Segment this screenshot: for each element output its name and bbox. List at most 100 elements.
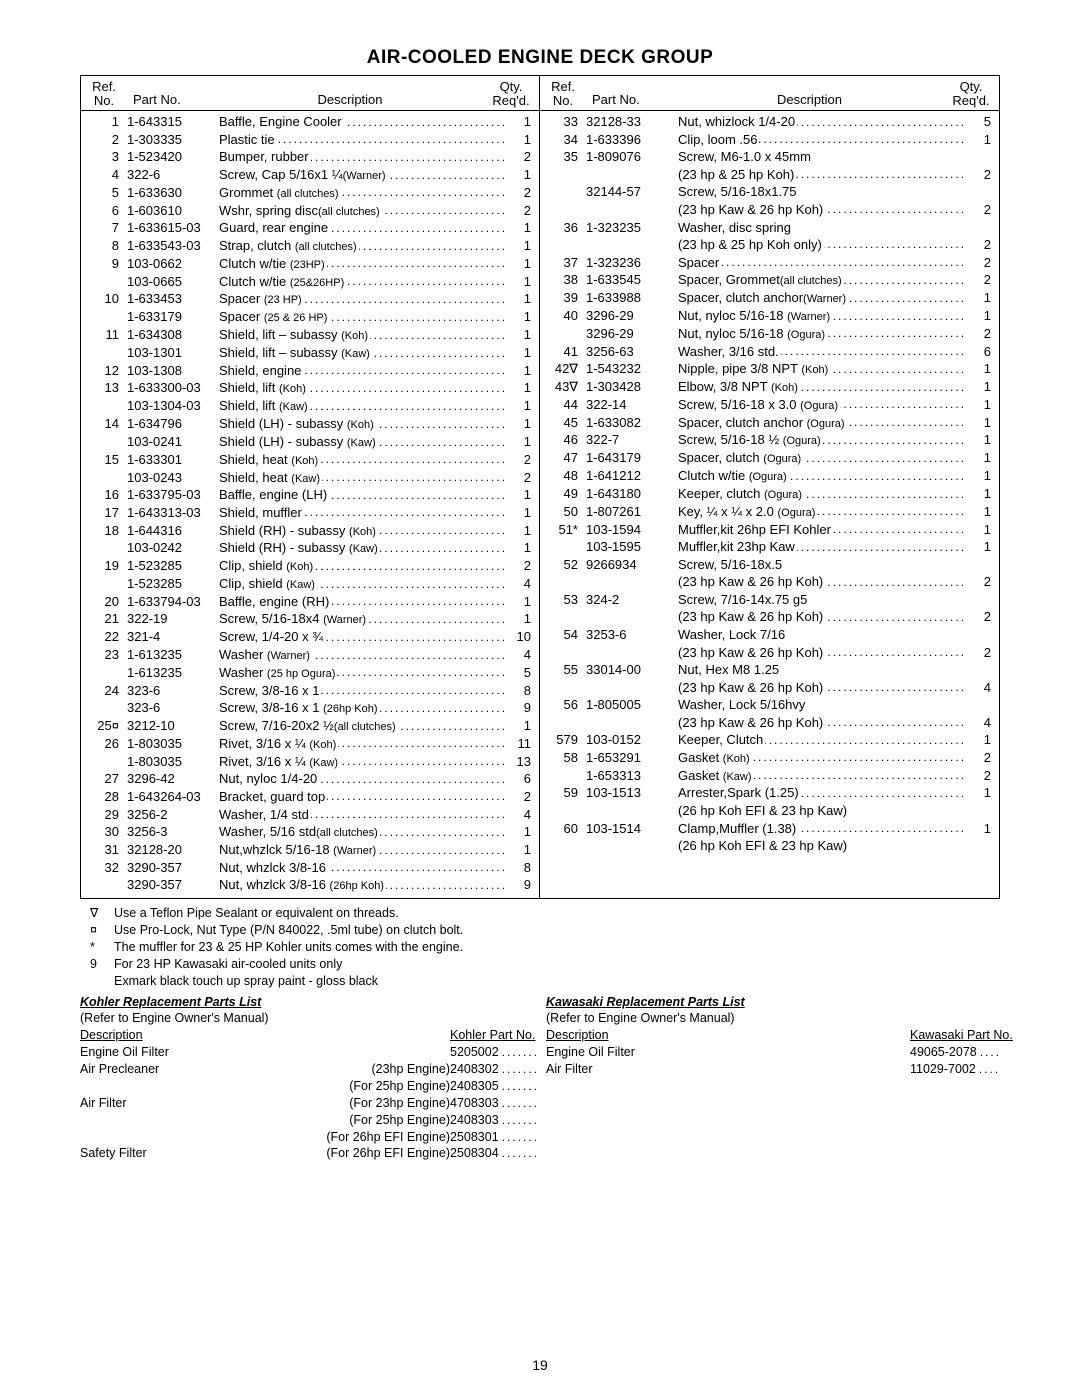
qty: 1	[507, 433, 537, 451]
description: Screw, 7/16-14x.75 g5	[678, 591, 967, 609]
table-row: 31-523420Bumper, rubber2	[83, 148, 537, 166]
description: Rivet, 3/16 x ¼ (Kaw)	[219, 753, 507, 771]
part-no: 9266934	[584, 556, 678, 574]
table-row: 381-633545Spacer, Grommet(all clutches)2	[542, 271, 997, 289]
table-row: 261-803035Rivet, 3/16 x ¼ (Koh)11	[83, 735, 537, 753]
table-row: 581-653291Gasket (Koh)2	[542, 749, 997, 767]
part-no: 1-523420	[125, 148, 219, 166]
table-row: 501-807261Key, ¼ x ¼ x 2.0 (Ogura)1	[542, 503, 997, 521]
description: Spacer	[678, 254, 967, 272]
description: Shield, lift (Koh)	[219, 379, 507, 397]
qty: 1	[507, 326, 537, 344]
description: Screw, 3/8-16 x 1	[219, 682, 507, 700]
description: Keeper, clutch (Ogura)	[678, 485, 967, 503]
part-no: 1-303428	[584, 378, 678, 396]
qty: 1	[967, 360, 997, 378]
repl-partno: 2408302	[450, 1061, 540, 1078]
description: Shield, heat (Koh)	[219, 451, 507, 469]
ref-no: 31	[83, 841, 125, 859]
qty: 1	[507, 504, 537, 522]
repl-desc	[80, 1129, 230, 1146]
ref-no: 1	[83, 113, 125, 131]
footnote-text: For 23 HP Kawasaki air-cooled units only	[114, 956, 342, 973]
description: Spacer, clutch anchor(Warner)	[678, 289, 967, 307]
table-row: 181-644316Shield (RH) - subassy (Koh)1	[83, 522, 537, 540]
table-row: 25¤3212-10Screw, 7/16-20x2 ½(all clutche…	[83, 717, 537, 735]
description: Baffle, engine (RH)	[219, 593, 507, 611]
table-row: 103-0665Clutch w/tie (25&26HP)1	[83, 273, 537, 291]
part-no: 32128-20	[125, 841, 219, 859]
ref-no: 12	[83, 362, 125, 380]
qty: 2	[507, 184, 537, 202]
qty: 6	[507, 770, 537, 788]
part-no: 103-1308	[125, 362, 219, 380]
table-row: 12103-1308Shield, engine1	[83, 362, 537, 380]
ref-no: 13	[83, 379, 125, 397]
page: AIR-COOLED ENGINE DECK GROUP Ref.No. Par…	[0, 0, 1080, 1397]
ref-no: 22	[83, 628, 125, 646]
table-row: 403296-29Nut, nyloc 5/16-18 (Warner)1	[542, 307, 997, 325]
qty: 1	[967, 538, 997, 556]
ref-no: 3	[83, 148, 125, 166]
part-no: 103-1595	[584, 538, 678, 556]
table-row: 191-523285Clip, shield (Koh)2	[83, 557, 537, 575]
description: Nut, Hex M8 1.25	[678, 661, 967, 679]
ref-no: 6	[83, 202, 125, 220]
part-no: 3212-10	[125, 717, 219, 735]
part-no: 1-653291	[584, 749, 678, 767]
ref-no: 34	[542, 131, 584, 149]
kawasaki-list: Kawasaki Replacement Parts List (Refer t…	[540, 994, 1000, 1163]
ref-no: 43∇	[542, 378, 584, 396]
ref-no: 27	[83, 770, 125, 788]
qty: 2	[967, 767, 997, 785]
ref-no: 16	[83, 486, 125, 504]
table-row: 1-633179Spacer (25 & 26 HP)1	[83, 308, 537, 326]
qty: 1	[967, 820, 997, 838]
table-row: 9103-0662Clutch w/tie (23HP)1	[83, 255, 537, 273]
part-no: 103-0662	[125, 255, 219, 273]
description: Key, ¼ x ¼ x 2.0 (Ogura)	[678, 503, 967, 521]
part-no: 32144-57	[584, 183, 678, 201]
qty: 1	[507, 237, 537, 255]
table-row: 103-1595Muffler,kit 23hp Kaw1	[542, 538, 997, 556]
description: Shield, lift – subassy (Kaw)	[219, 344, 507, 362]
qty: 1	[507, 166, 537, 184]
qty: 2	[507, 148, 537, 166]
table-row: 131-633300-03Shield, lift (Koh)1	[83, 379, 537, 397]
ref-no: 7	[83, 219, 125, 237]
table-row: 43∇1-303428Elbow, 3/8 NPT (Koh)1	[542, 378, 997, 396]
kohler-refer: (Refer to Engine Owner's Manual)	[80, 1010, 540, 1027]
repl-desc: Engine Oil Filter	[546, 1044, 696, 1061]
part-no: 1-603610	[125, 202, 219, 220]
repl-desc: Air Filter	[546, 1061, 696, 1078]
description: (23 hp & 25 hp Koh)	[678, 166, 967, 184]
description: Nut, whizlock 1/4-20	[678, 113, 967, 131]
part-no: 1-653313	[584, 767, 678, 785]
table-right-column: Ref.No. Part No. Description Qty.Req'd. …	[540, 76, 999, 899]
ref-no: 21	[83, 610, 125, 628]
part-no: 103-0665	[125, 273, 219, 291]
ref-no: 20	[83, 593, 125, 611]
description: Keeper, Clutch	[678, 731, 967, 749]
description: Baffle, engine (LH)	[219, 486, 507, 504]
description: Clutch w/tie (Ogura)	[678, 467, 967, 485]
table-row: 3296-29Nut, nyloc 5/16-18 (Ogura)2	[542, 325, 997, 343]
part-no: 3256-3	[125, 823, 219, 841]
table-row: 529266934Screw, 5/16-18x.5	[542, 556, 997, 574]
qty: 2	[967, 271, 997, 289]
part-no: 1-523285	[125, 575, 219, 593]
part-no: 1-303335	[125, 131, 219, 149]
part-no: 323-6	[125, 699, 219, 717]
table-row: 151-633301Shield, heat (Koh)2	[83, 451, 537, 469]
description: Washer (Warner)	[219, 646, 507, 664]
footnote: *The muffler for 23 & 25 HP Kohler units…	[80, 939, 1000, 956]
table-row: (23 hp Kaw & 26 hp Koh)2	[542, 573, 997, 591]
description: Grommet (all clutches)	[219, 184, 507, 202]
description: Plastic tie	[219, 131, 507, 149]
ref-no: 56	[542, 696, 584, 714]
table-row: 303256-3Washer, 5/16 std(all clutches)1	[83, 823, 537, 841]
ref-no: 19	[83, 557, 125, 575]
qty: 1	[507, 255, 537, 273]
qty: 9	[507, 876, 537, 894]
ref-no: 58	[542, 749, 584, 767]
